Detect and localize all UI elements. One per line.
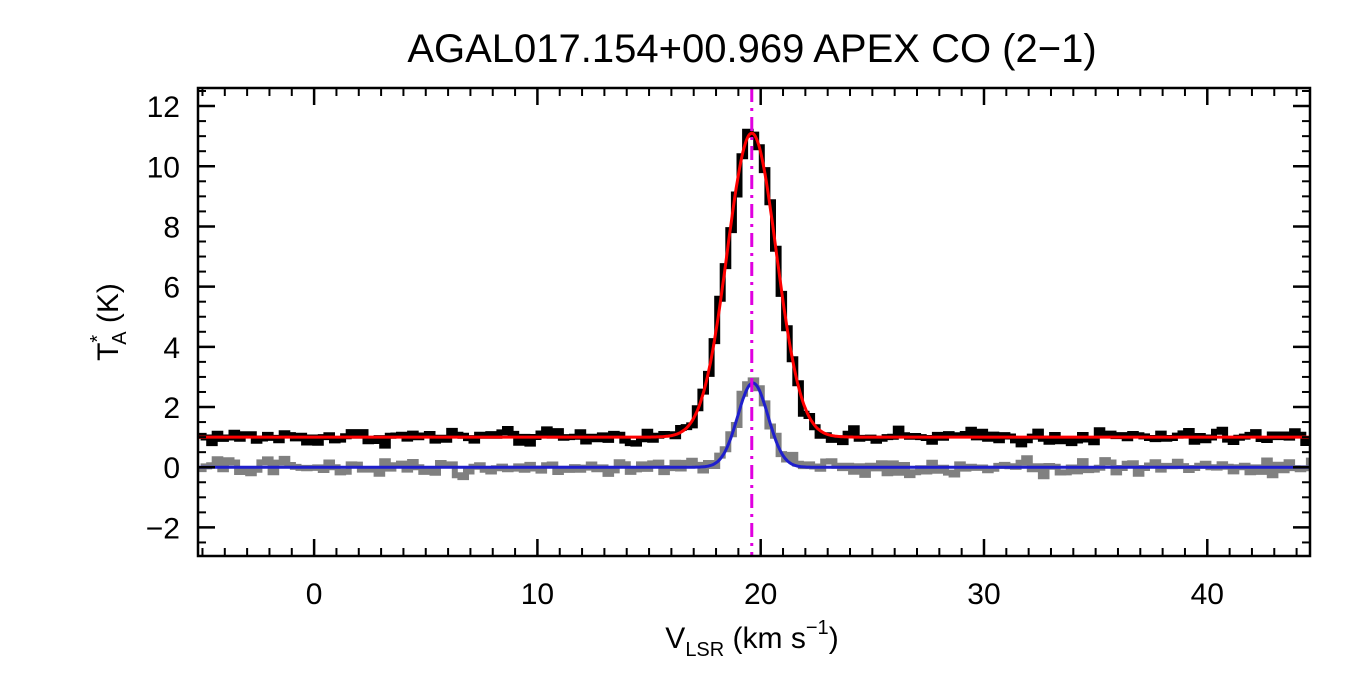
x-tick-label: 10 — [521, 578, 554, 611]
plot-frame — [196, 86, 1312, 558]
spectrum-histogram-2 — [198, 377, 1310, 481]
x-tick-label: 30 — [967, 578, 1000, 611]
y-tick-label: 12 — [147, 91, 180, 124]
y-tick-label: 6 — [163, 272, 180, 305]
gaussian-fit-line-3 — [198, 381, 1310, 469]
x-axis-label: VLSR (km s−1) — [665, 617, 838, 661]
y-tick-label: 10 — [147, 151, 180, 184]
y-axis-label: T*A (K) — [87, 283, 131, 361]
x-tick-label: 20 — [744, 578, 777, 611]
x-tick-label: 0 — [306, 578, 323, 611]
y-tick-label: 0 — [163, 452, 180, 485]
spectrum-histogram-0 — [198, 128, 1310, 449]
y-tick-label: 8 — [163, 211, 180, 244]
x-tick-label: 40 — [1191, 578, 1224, 611]
gaussian-fit-line-1 — [198, 131, 1310, 439]
chart-title: AGAL017.154+00.969 APEX CO (2−1) — [407, 27, 1096, 71]
y-tick-label: 4 — [163, 332, 180, 365]
y-tick-label: −2 — [146, 512, 180, 545]
y-tick-label: 2 — [163, 392, 180, 425]
